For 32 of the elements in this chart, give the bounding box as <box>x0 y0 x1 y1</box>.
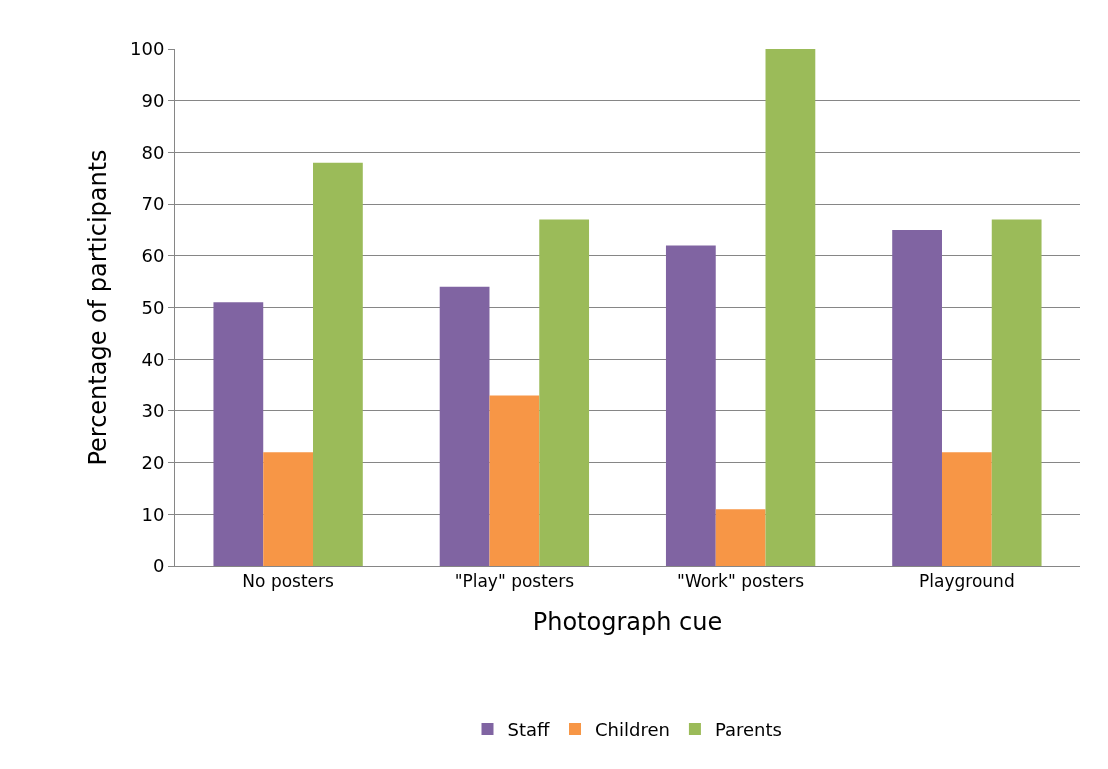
y-tick-label: 60 <box>141 245 165 267</box>
x-tick-label: Playground <box>919 571 1015 592</box>
bar <box>765 49 816 566</box>
y-tick-label: 20 <box>141 451 165 473</box>
x-axis-title: Photograph cue <box>532 607 723 636</box>
y-tick-label: 90 <box>141 90 165 111</box>
bar <box>313 162 363 566</box>
y-axis-title: Percentage of participants <box>84 149 113 466</box>
legend-label: Parents <box>714 718 782 740</box>
y-tick-label: 50 <box>141 296 165 318</box>
bar <box>263 452 314 566</box>
legend-label: Children <box>595 718 670 740</box>
bar <box>539 219 590 566</box>
y-tick-label: 10 <box>141 503 165 525</box>
y-tick-label: 40 <box>141 348 165 370</box>
bar <box>715 509 766 566</box>
x-tick-label: "Work" posters <box>677 571 805 592</box>
bar <box>439 286 490 566</box>
y-tick-label: 0 <box>152 555 165 577</box>
x-tick-label: "Play" posters <box>454 571 575 592</box>
legend-label: Staff <box>507 718 551 740</box>
x-tick-label: No posters <box>242 571 335 592</box>
y-tick-label: 30 <box>141 400 165 422</box>
bar <box>991 219 1042 566</box>
bar <box>892 229 942 566</box>
y-tick-label: 100 <box>130 38 165 60</box>
bar <box>213 302 264 566</box>
y-tick-label: 80 <box>141 141 165 163</box>
bar <box>665 245 716 566</box>
bar <box>489 395 540 566</box>
y-tick-label: 70 <box>141 193 165 215</box>
bar <box>941 452 992 566</box>
